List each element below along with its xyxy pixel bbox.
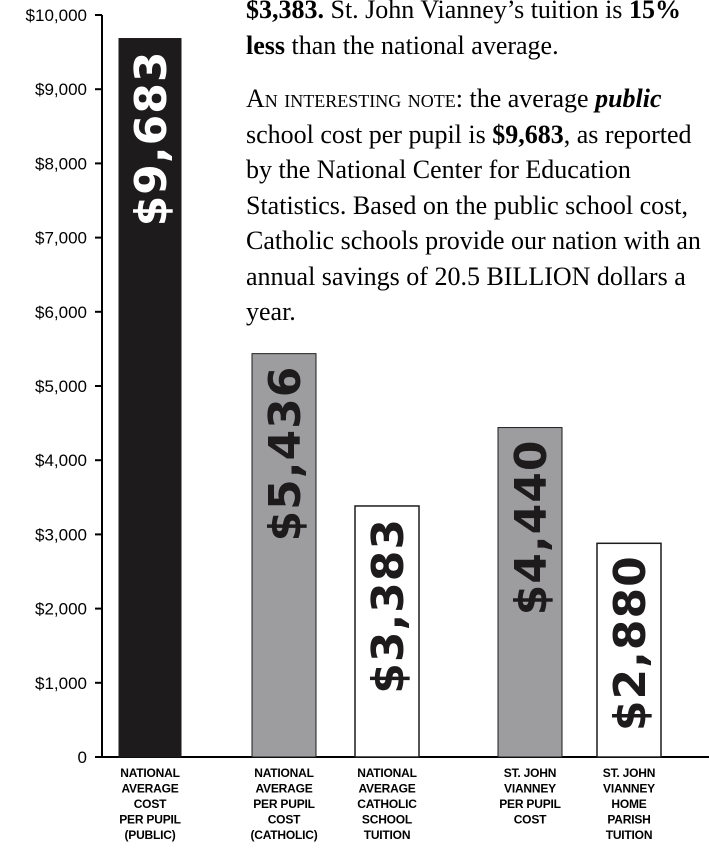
- bar: [251, 353, 317, 758]
- note-emphasis: $3,383.: [246, 0, 324, 24]
- category-label: SCHOOL: [362, 813, 412, 827]
- note-emphasis: 15% less: [246, 0, 681, 60]
- category-label: ST. JOHN: [504, 766, 556, 780]
- category-label: AVERAGE: [121, 782, 178, 796]
- bar: [596, 542, 662, 758]
- bar-value-label: $9,683: [126, 51, 177, 227]
- category-label: PER PUPIL: [499, 797, 561, 811]
- bar: [354, 505, 420, 758]
- note-text: , as reported by the National Center for…: [246, 119, 701, 327]
- note-text: than the national average.: [285, 30, 559, 60]
- note-lead: An interesting note: [246, 84, 456, 113]
- category-label: HOME: [611, 797, 646, 811]
- bar-value-label: $3,383: [363, 518, 414, 694]
- y-tick-label: $3,000: [35, 525, 87, 544]
- category-label: AVERAGE: [255, 782, 312, 796]
- category-label: AVERAGE: [358, 782, 415, 796]
- category-label: ST. JOHN: [603, 766, 655, 780]
- category-label: (PUBLIC): [124, 828, 175, 842]
- y-tick-label: $1,000: [35, 674, 87, 693]
- y-tick-label: $4,000: [35, 451, 87, 470]
- note-emphasis: $9,683: [492, 119, 564, 149]
- y-tick-label: $10,000: [26, 6, 87, 25]
- category-label: CATHOLIC: [357, 797, 417, 811]
- y-tick-label: $5,000: [35, 377, 87, 396]
- y-tick-label: $8,000: [35, 154, 87, 173]
- bar: [497, 427, 563, 758]
- bar-value-label: $2,880: [605, 555, 656, 731]
- bar: [118, 38, 182, 758]
- y-axis: 0 $1,000 $2,000 $3,000 $4,000 $5,000 $6,000 $7,…: [26, 6, 709, 767]
- note-paragraph-2: An interesting note: the average public …: [246, 81, 709, 330]
- y-tick-label: $2,000: [35, 600, 87, 619]
- category-label: TUITION: [606, 828, 653, 842]
- category-label: (CATHOLIC): [250, 828, 317, 842]
- note-text: : the average: [455, 84, 596, 113]
- category-label: PARISH: [607, 813, 650, 827]
- y-tick-label: $7,000: [35, 229, 87, 248]
- category-label: VIANNEY: [603, 782, 655, 796]
- category-label: VIANNEY: [504, 782, 556, 796]
- y-tick-label: 0: [78, 748, 87, 767]
- annotation-text: $3,383. St. John Vianney’s tuition is 15…: [246, 0, 709, 330]
- category-label: PER PUPIL: [119, 813, 181, 827]
- category-label: COST: [514, 813, 547, 827]
- y-tick-label: $6,000: [35, 303, 87, 322]
- bar-value-label: $5,436: [260, 366, 311, 542]
- y-tick-label: $9,000: [35, 80, 87, 99]
- category-label: TUITION: [364, 828, 411, 842]
- category-label: COST: [268, 813, 301, 827]
- category-label: COST: [134, 797, 167, 811]
- category-label: PER PUPIL: [253, 797, 315, 811]
- category-label: NATIONAL: [357, 766, 417, 780]
- category-label: NATIONAL: [120, 766, 180, 780]
- bar-value-label: $4,440: [506, 440, 557, 616]
- category-label: NATIONAL: [254, 766, 314, 780]
- note-text: St. John Vianney’s tuition is: [324, 0, 629, 24]
- bars: $9,683 $5,436 $3,383 $4,440 $2,880: [118, 38, 662, 758]
- note-emphasis: public: [595, 84, 662, 113]
- note-text: school cost per pupil is: [246, 119, 493, 149]
- note-paragraph-1: $3,383. St. John Vianney’s tuition is 15…: [246, 0, 709, 63]
